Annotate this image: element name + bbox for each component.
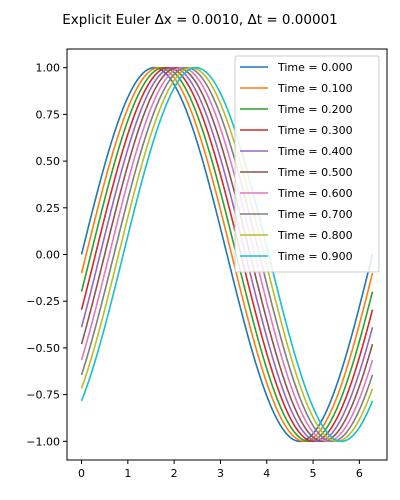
plot-lines <box>80 66 374 443</box>
legend-label: Time = 0.900 <box>277 250 353 263</box>
legend-label: Time = 0.300 <box>277 124 353 137</box>
series-line-7 <box>80 66 374 443</box>
y-tick-label: −0.50 <box>26 342 60 355</box>
y-tick-label: 0.00 <box>36 249 61 262</box>
x-tick-label: 5 <box>310 467 317 480</box>
y-tick-label: −0.25 <box>26 295 60 308</box>
y-tick-label: 1.00 <box>36 62 61 75</box>
legend: Time = 0.000 Time = 0.100 Time = 0.200 Time… <box>234 55 380 273</box>
x-tick-label: 2 <box>171 467 178 480</box>
series-line-9 <box>80 66 374 443</box>
series-line-4 <box>80 66 374 443</box>
series-line-0 <box>80 66 374 443</box>
legend-label: Time = 0.000 <box>277 61 353 74</box>
legend-label: Time = 0.100 <box>277 82 353 95</box>
legend-label: Time = 0.500 <box>277 166 353 179</box>
x-tick-label: 4 <box>263 467 270 480</box>
y-tick-label: 0.50 <box>36 155 61 168</box>
series-line-1 <box>80 66 374 443</box>
series-line-2 <box>80 66 374 443</box>
series-line-6 <box>80 66 374 443</box>
legend-label: Time = 0.400 <box>277 145 353 158</box>
legend-box <box>234 55 380 273</box>
y-tick-label: −1.00 <box>26 435 60 448</box>
series-line-8 <box>80 66 374 443</box>
series-line-3 <box>80 66 374 443</box>
legend-label: Time = 0.700 <box>277 208 353 221</box>
x-tick-label: 0 <box>78 467 85 480</box>
y-tick-label: 0.75 <box>36 108 61 121</box>
y-tick-label: 0.25 <box>36 202 61 215</box>
x-tick-label: 3 <box>217 467 224 480</box>
chart-title: Explicit Euler Δx = 0.0010, Δt = 0.00001 <box>62 12 338 28</box>
legend-label: Time = 0.200 <box>277 103 353 116</box>
x-tick-label: 6 <box>356 467 363 480</box>
x-tick-label: 1 <box>124 467 131 480</box>
y-axis: 1.00 0.75 0.50 0.25 0.00 −0.25 −0.50 −0.75 −1.00 <box>26 62 67 448</box>
x-axis: 0 1 2 3 4 5 6 <box>78 460 363 480</box>
legend-label: Time = 0.600 <box>277 187 353 200</box>
legend-label: Time = 0.800 <box>277 229 353 242</box>
y-tick-label: −0.75 <box>26 389 60 402</box>
